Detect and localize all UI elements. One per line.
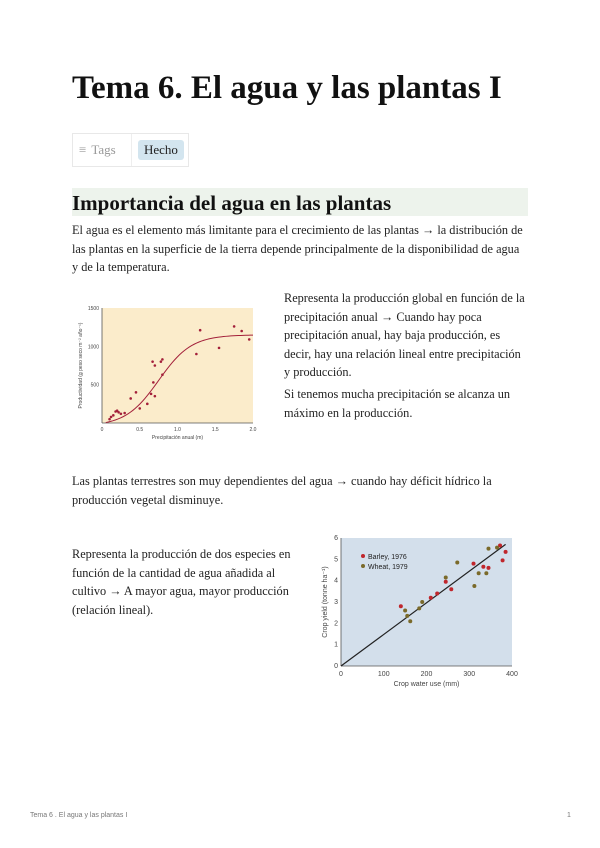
data-point [405,613,410,618]
data-point [153,394,157,398]
data-point [455,560,460,565]
data-point [398,604,403,609]
data-point [420,600,425,604]
y-tick-label: 1000 [88,344,99,350]
x-tick-label: 100 [378,671,390,678]
data-point [119,412,123,416]
data-point [149,392,153,396]
data-point [129,397,132,400]
data-point [476,571,481,576]
tags-property[interactable]: ≡ Tags Hecho [72,133,189,167]
data-point [472,584,477,588]
legend-label: Barley, 1976 [368,554,407,561]
data-point [138,407,142,410]
crop-yield-chart: 0 100 200 300 400 0 1 2 3 4 5 6 Crop water use (mm) C… [322,535,518,688]
y-tick-label: 5 [334,556,338,563]
data-point [486,546,491,551]
fit-line [340,543,506,667]
x-tick-label: 400 [506,671,518,678]
data-point [435,591,440,596]
paragraph: Representa la producción global en funci… [284,291,525,379]
y-tick-label: 0 [334,663,338,670]
data-point [217,346,221,350]
data-point [146,402,149,406]
data-point [123,411,126,415]
x-tick-label: 200 [421,671,433,678]
data-point [117,410,120,414]
data-point [408,619,413,624]
data-point [240,329,243,333]
y-tick-label: 1500 [88,306,99,312]
footer-title: Tema 6 . El agua y las plantas I [30,812,128,819]
legend-marker [361,554,365,558]
page-number: 1 [567,812,571,819]
paragraph: Las plantas terrestres son muy dependien… [72,474,492,507]
data-point [151,360,154,363]
data-point [403,608,408,613]
paragraph: Si tenemos mucha precipitación se alcanz… [284,387,511,420]
data-point [428,595,433,600]
y-tick-label: 500 [91,383,100,389]
section-heading: Importancia del agua en las plantas [72,188,528,216]
data-point [232,325,236,328]
y-tick-label: 4 [334,578,338,585]
data-point [112,414,115,417]
x-tick-label: 0.5 [136,427,143,433]
y-tick-label: 3 [334,599,338,606]
paragraph: El agua es el elemento más limitante par… [72,223,523,274]
y-axis-label: Crop yield (tonne ha⁻¹) [322,566,329,637]
paragraph: Representa la producción de dos especies… [72,547,291,617]
data-point [500,558,505,563]
tag-hecho[interactable]: Hecho [138,140,184,160]
data-point [152,381,155,384]
x-tick-label: 300 [463,671,475,678]
data-point [134,391,138,394]
x-tick-label: 1.0 [174,427,181,433]
data-point [108,417,111,421]
y-tick-label: 1 [334,642,338,649]
y-tick-label: 2 [334,620,338,627]
data-point [443,575,448,580]
page-title: Tema 6. El agua y las plantas I [72,70,502,106]
data-point [195,352,198,356]
y-tick-label: 6 [334,535,338,542]
data-point [161,358,164,361]
x-axis-label: Precipitación anual (m) [152,435,203,441]
data-point [109,415,113,419]
legend-label: Wheat, 1979 [368,564,408,571]
plot-background [102,308,253,423]
x-tick-label: 1.5 [212,427,219,433]
data-point [161,373,164,376]
y-axis-label: Productividad (g peso seco m⁻² año⁻¹) [78,322,84,408]
data-point [159,360,163,363]
productivity-chart: 0 0.5 1.0 1.5 2.0 500 1000 1500 Precipitación an… [78,306,257,441]
data-point [247,338,251,341]
data-point [417,606,422,611]
x-axis-label: Crop water use (mm) [394,681,460,688]
x-tick-label: 2.0 [250,427,257,433]
data-point [484,571,489,576]
fit-curve [105,334,254,424]
data-point [503,549,508,554]
x-tick-label: 0 [339,671,343,678]
data-point [486,565,491,570]
data-point [498,543,503,548]
data-point [449,587,454,592]
list-icon: ≡ [79,142,87,157]
x-tick-label: 0 [101,427,104,433]
data-point [471,561,476,566]
legend-marker [361,564,365,568]
data-point [153,364,157,367]
data-point [481,564,486,569]
data-point [495,545,500,550]
tags-label: ≡ Tags [73,134,132,166]
data-point [198,328,202,332]
data-point [443,579,448,584]
